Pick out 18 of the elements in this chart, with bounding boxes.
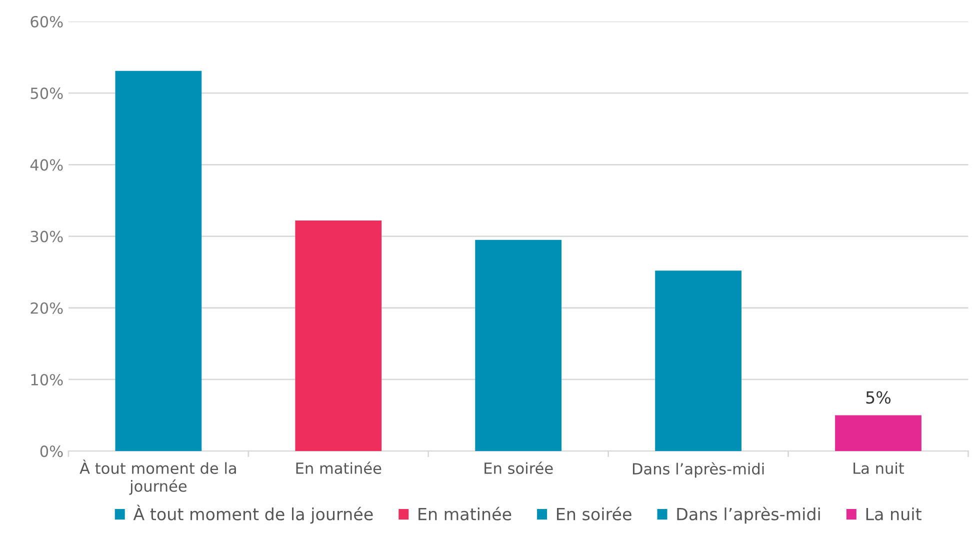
legend-label: Dans l’après-midi <box>677 506 820 524</box>
x-tick-label: Dans l’après-midi <box>632 462 764 478</box>
y-tick-label: 20% <box>30 302 63 314</box>
data-label: 5% <box>866 391 891 404</box>
y-tick-label: 0% <box>40 446 63 458</box>
x-tick-label: En soirée <box>484 462 553 474</box>
x-tick-label: La nuit <box>854 462 904 474</box>
y-tick-label: 50% <box>30 88 63 100</box>
legend-label: À tout moment de la journée <box>133 504 373 524</box>
x-tick-label: En matinée <box>296 462 382 474</box>
y-tick-label: 10% <box>31 374 63 386</box>
x-tick-label: À tout moment de la journée <box>80 460 236 495</box>
legend-label: En matinée <box>418 506 512 520</box>
legend-label: En soirée <box>557 506 632 520</box>
legend-label: La nuit <box>866 508 922 520</box>
y-tick-label: 60% <box>30 16 63 28</box>
y-tick-label: 40% <box>30 159 63 171</box>
y-tick-label: 30% <box>30 230 63 242</box>
